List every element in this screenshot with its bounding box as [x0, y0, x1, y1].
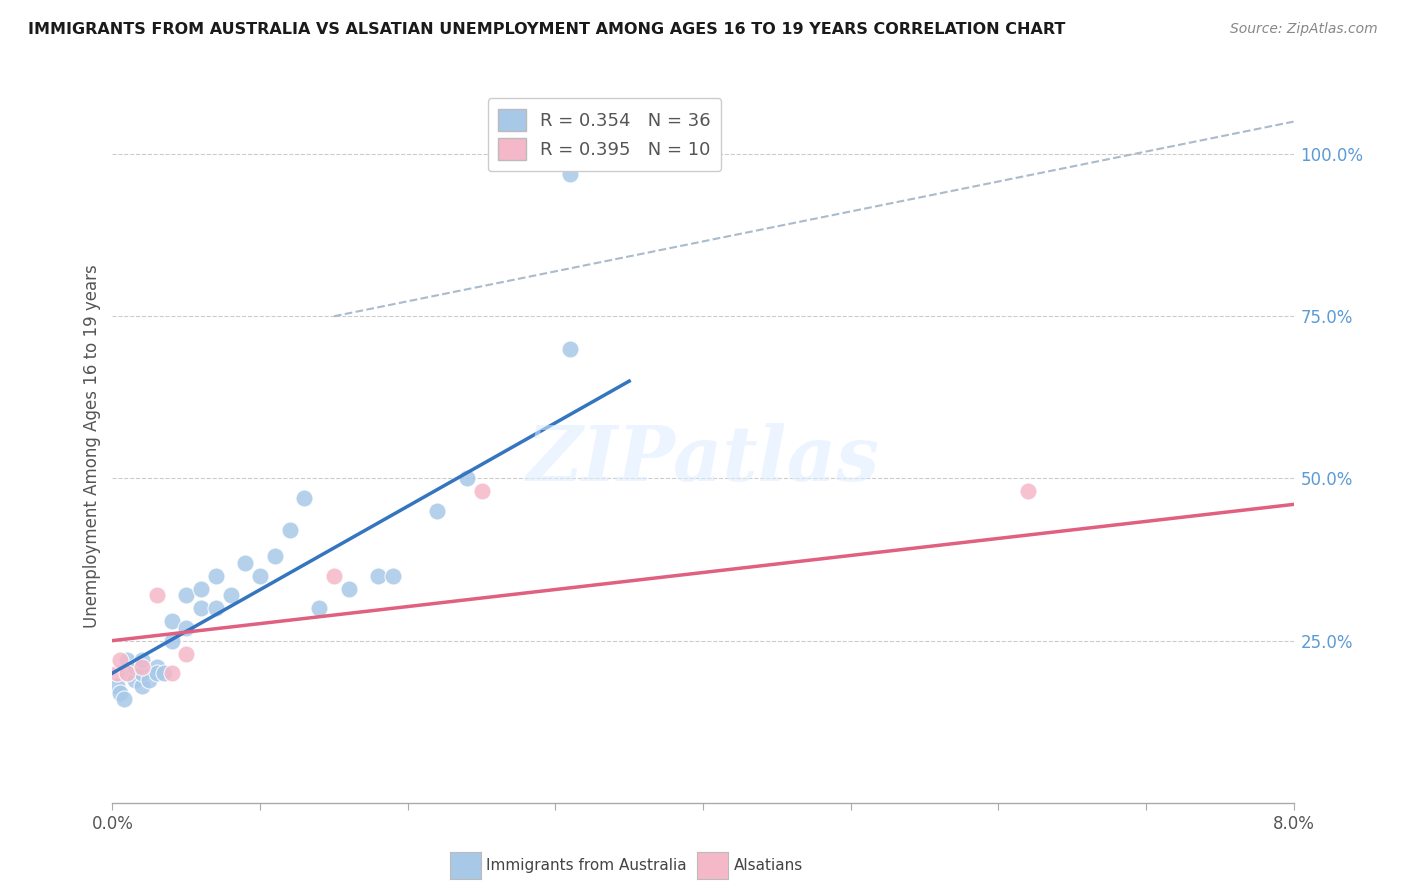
Point — [308, 601, 330, 615]
Point — [138, 673, 160, 687]
Point — [560, 167, 582, 181]
Text: ZIPatlas: ZIPatlas — [526, 424, 880, 497]
Text: Alsatians: Alsatians — [734, 858, 803, 872]
Point — [190, 601, 212, 615]
Point — [471, 484, 494, 499]
Point — [233, 556, 256, 570]
Point — [146, 666, 169, 681]
Point — [174, 621, 197, 635]
Point — [219, 588, 242, 602]
Point — [367, 568, 389, 582]
Point — [105, 679, 128, 693]
Point — [249, 568, 271, 582]
Point — [205, 568, 228, 582]
Point — [117, 666, 138, 681]
Text: IMMIGRANTS FROM AUSTRALIA VS ALSATIAN UNEMPLOYMENT AMONG AGES 16 TO 19 YEARS COR: IMMIGRANTS FROM AUSTRALIA VS ALSATIAN UN… — [28, 22, 1066, 37]
Point — [174, 647, 197, 661]
Point — [108, 653, 131, 667]
Point — [124, 673, 146, 687]
Point — [160, 614, 183, 628]
Point — [105, 666, 128, 681]
Point — [108, 685, 131, 699]
Point — [131, 659, 153, 673]
Text: Source: ZipAtlas.com: Source: ZipAtlas.com — [1230, 22, 1378, 37]
Point — [456, 471, 478, 485]
Text: Immigrants from Australia: Immigrants from Australia — [486, 858, 688, 872]
Point — [1017, 484, 1039, 499]
Point — [278, 524, 301, 538]
Point — [131, 666, 153, 681]
Y-axis label: Unemployment Among Ages 16 to 19 years: Unemployment Among Ages 16 to 19 years — [83, 264, 101, 628]
Point — [124, 659, 146, 673]
Point — [337, 582, 360, 596]
Point — [292, 491, 315, 505]
Point — [264, 549, 287, 564]
Point — [112, 692, 135, 706]
Point — [205, 601, 228, 615]
Point — [153, 666, 176, 681]
Point — [160, 666, 183, 681]
Point — [117, 666, 138, 681]
Point — [174, 588, 197, 602]
Point — [560, 342, 582, 356]
Point — [382, 568, 405, 582]
Point — [131, 679, 153, 693]
Point — [160, 633, 183, 648]
Point — [146, 588, 169, 602]
Legend: R = 0.354   N = 36, R = 0.395   N = 10: R = 0.354 N = 36, R = 0.395 N = 10 — [488, 98, 721, 171]
Point — [323, 568, 346, 582]
Point — [146, 659, 169, 673]
Point — [190, 582, 212, 596]
Point — [117, 653, 138, 667]
Point — [426, 504, 449, 518]
Point — [131, 653, 153, 667]
